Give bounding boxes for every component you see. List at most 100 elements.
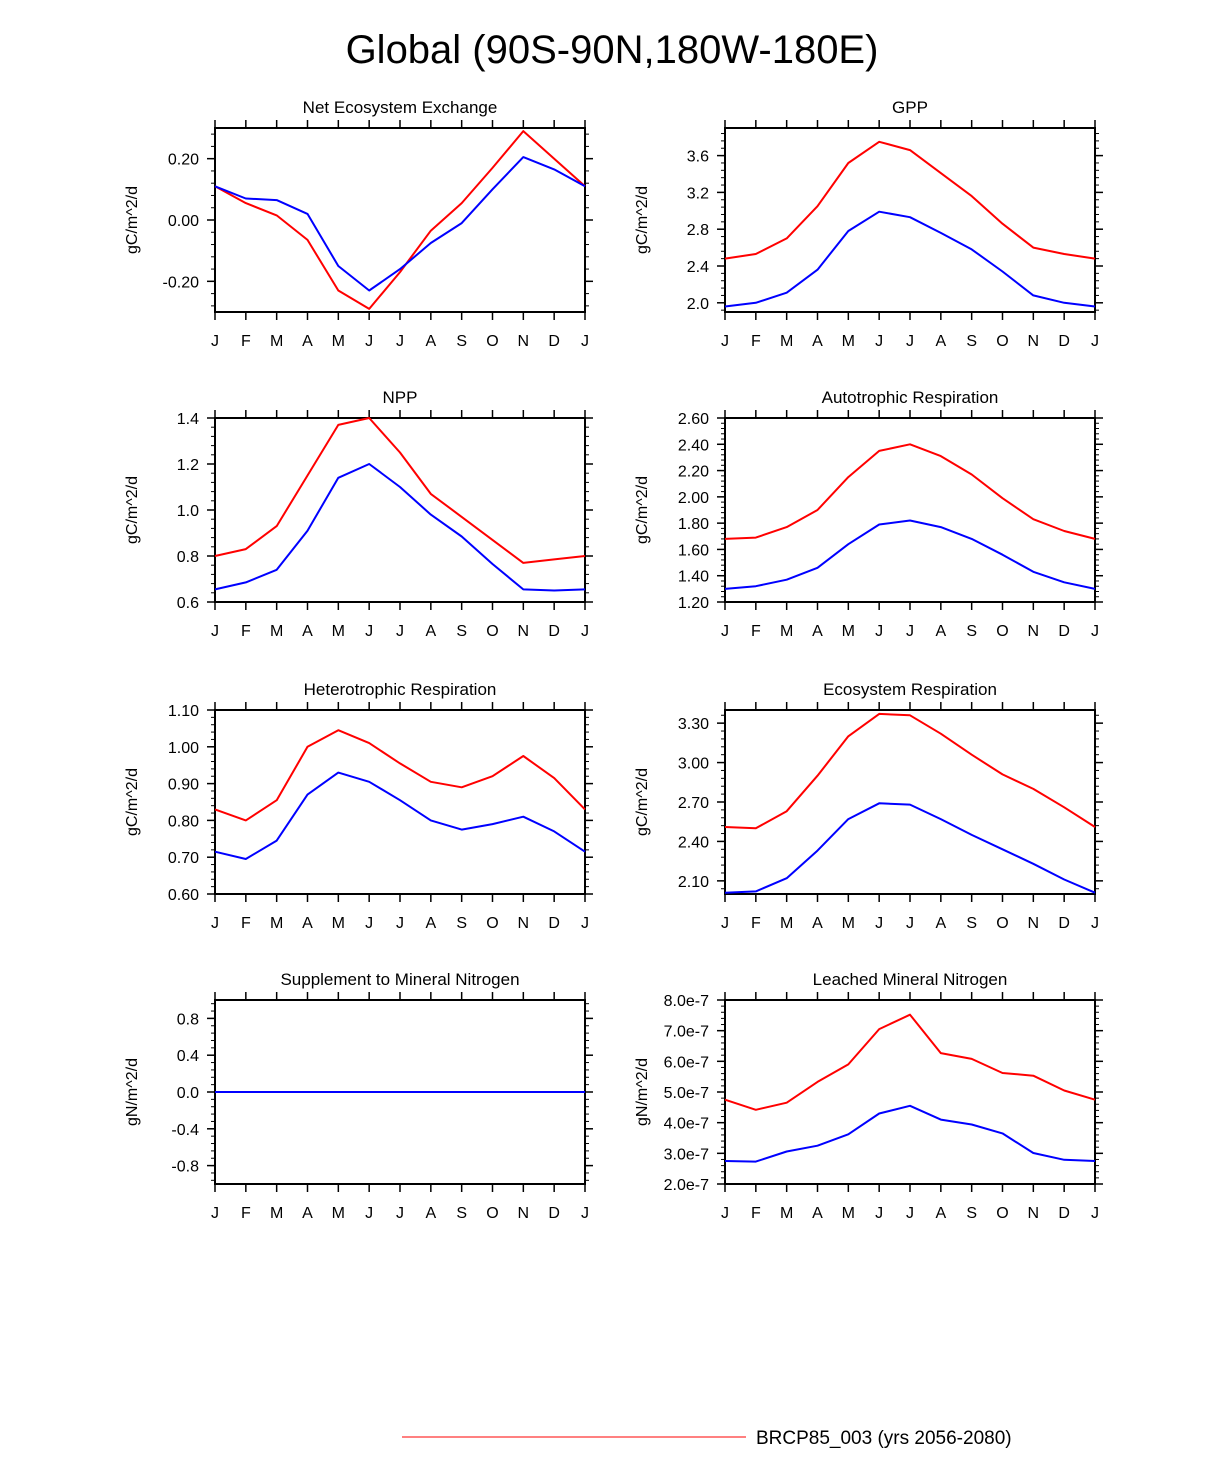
x-tick-label: J <box>906 623 914 640</box>
y-tick-label: 0.4 <box>177 1048 199 1065</box>
y-tick-label: 2.40 <box>678 834 709 851</box>
x-tick-label: J <box>875 333 883 350</box>
x-tick-label: O <box>486 333 498 350</box>
chart-panel: Heterotrophic Respiration gC/m^2/d 0.60 0.7… <box>124 680 593 932</box>
series-line-blue <box>214 771 586 860</box>
series-line-blue <box>724 1104 1096 1163</box>
x-tick-label: M <box>270 1205 283 1222</box>
y-tick-label: 0.90 <box>168 777 199 794</box>
y-axis-label: gC/m^2/d <box>124 186 141 254</box>
x-tick-label: M <box>842 333 855 350</box>
plot-frame <box>214 709 586 895</box>
x-tick-label: J <box>721 915 729 932</box>
x-tick-label: N <box>1028 333 1040 350</box>
x-tick-label: O <box>996 1205 1008 1222</box>
x-tick-label: D <box>1058 623 1070 640</box>
y-tick-label: 2.0e-7 <box>664 1177 709 1194</box>
x-tick-label: D <box>548 333 560 350</box>
x-tick-label: S <box>456 1205 467 1222</box>
x-tick-label: S <box>966 623 977 640</box>
x-tick-label: N <box>518 915 530 932</box>
x-tick-label: J <box>875 915 883 932</box>
x-tick-label: J <box>396 915 404 932</box>
x-tick-label: J <box>211 1205 219 1222</box>
x-tick-label: M <box>332 623 345 640</box>
x-tick-label: A <box>425 333 436 350</box>
x-tick-label: F <box>241 333 251 350</box>
y-tick-label: 2.60 <box>678 411 709 428</box>
x-tick-label: O <box>486 623 498 640</box>
series-line-red <box>214 130 586 310</box>
x-tick-label: J <box>396 623 404 640</box>
y-tick-label: 0.0 <box>177 1085 199 1102</box>
x-tick-label: A <box>302 1205 313 1222</box>
chart-panel: Autotrophic Respiration gC/m^2/d 1.20 1.40 1… <box>634 388 1103 640</box>
y-tick-label: 1.00 <box>168 740 199 757</box>
x-tick-label: J <box>875 1205 883 1222</box>
chart-panel: Ecosystem Respiration gC/m^2/d 2.10 2.40 2.7… <box>634 680 1103 932</box>
x-tick-label: J <box>581 1205 589 1222</box>
y-tick-label: 3.6 <box>687 149 709 166</box>
chart-panel: Leached Mineral Nitrogen gN/m^2/d 2.0e-7 3.… <box>634 970 1103 1222</box>
chart-title: Leached Mineral Nitrogen <box>813 970 1008 989</box>
x-tick-label: N <box>1028 915 1040 932</box>
y-tick-label: 3.2 <box>687 185 709 202</box>
y-axis-label: gC/m^2/d <box>124 768 141 836</box>
chart-title: NPP <box>383 388 418 407</box>
x-tick-label: J <box>211 623 219 640</box>
series-line-red <box>724 712 1096 830</box>
x-tick-label: J <box>721 1205 729 1222</box>
x-tick-label: J <box>875 623 883 640</box>
x-tick-label: O <box>486 915 498 932</box>
y-tick-label: -0.20 <box>163 274 200 291</box>
plot-frame <box>214 127 586 313</box>
y-tick-label: 2.00 <box>678 490 709 507</box>
y-tick-label: 0.00 <box>168 213 199 230</box>
series-line-blue <box>214 156 586 292</box>
x-tick-label: D <box>1058 915 1070 932</box>
x-tick-label: F <box>751 1205 761 1222</box>
chart-panel: Net Ecosystem Exchange gC/m^2/d -0.20 0.00 0… <box>124 98 593 350</box>
x-tick-label: A <box>812 1205 823 1222</box>
series-line-blue <box>724 519 1096 590</box>
x-tick-label: N <box>518 623 530 640</box>
y-tick-label: 0.8 <box>177 1011 199 1028</box>
x-tick-label: A <box>425 915 436 932</box>
x-tick-label: F <box>751 333 761 350</box>
x-tick-label: J <box>365 1205 373 1222</box>
y-tick-label: 3.00 <box>678 756 709 773</box>
x-tick-label: F <box>241 915 251 932</box>
x-tick-label: A <box>302 333 313 350</box>
x-tick-label: A <box>935 1205 946 1222</box>
y-tick-label: 2.20 <box>678 464 709 481</box>
y-tick-label: 1.2 <box>177 457 199 474</box>
chart-title: Autotrophic Respiration <box>822 388 999 407</box>
chart-panel: GPP gC/m^2/d 2.0 2.4 2.8 3.2 3.6 J F M A M J J A S O N D J <box>634 98 1103 350</box>
plot-frame <box>724 999 1096 1185</box>
chart-panel: NPP gC/m^2/d 0.6 0.8 1.0 1.2 1.4 J F M A M J J A S O N D J <box>124 388 593 640</box>
x-tick-label: J <box>906 915 914 932</box>
x-tick-label: J <box>365 915 373 932</box>
chart-title: Ecosystem Respiration <box>823 680 997 699</box>
x-tick-label: D <box>548 1205 560 1222</box>
y-tick-label: 3.0e-7 <box>664 1146 709 1163</box>
x-tick-label: M <box>780 623 793 640</box>
x-tick-label: N <box>1028 623 1040 640</box>
y-tick-label: -0.8 <box>171 1159 199 1176</box>
series-line-blue <box>724 802 1096 894</box>
x-tick-label: D <box>548 915 560 932</box>
y-axis-label: gC/m^2/d <box>634 476 651 544</box>
plot-frame <box>214 417 586 603</box>
x-tick-label: J <box>1091 623 1099 640</box>
chart-title: GPP <box>892 98 928 117</box>
series-line-red <box>724 443 1096 540</box>
series-line-blue <box>724 210 1096 308</box>
chart-title: Net Ecosystem Exchange <box>303 98 498 117</box>
x-tick-label: F <box>241 1205 251 1222</box>
x-tick-label: M <box>842 1205 855 1222</box>
x-tick-label: O <box>486 1205 498 1222</box>
x-tick-label: J <box>1091 915 1099 932</box>
x-tick-label: S <box>966 1205 977 1222</box>
x-tick-label: J <box>1091 333 1099 350</box>
page-title: Global (90S-90N,180W-180E) <box>345 28 879 72</box>
